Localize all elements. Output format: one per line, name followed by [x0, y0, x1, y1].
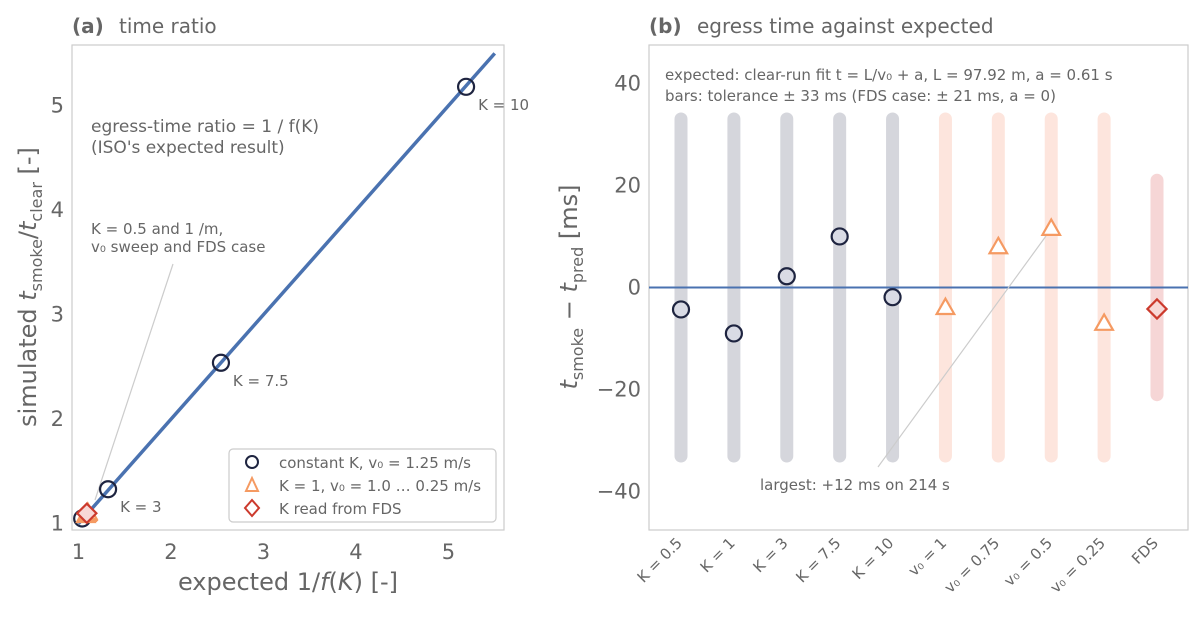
panel-a-point-diamond: [75, 502, 98, 525]
panel-b-y-tick-label: −40: [597, 480, 641, 504]
panel-a-y-ticks: 1 2 3 4 5: [51, 94, 64, 536]
panel-b-y-tick-label: 20: [614, 173, 641, 197]
panel-b-fit-note: expected: clear-run fit t = L/v₀ + a, L …: [665, 66, 1113, 84]
panel-a-line-note-2: (ISO's expected result): [91, 138, 285, 158]
panel-a-x-ticks: 1 2 3 4 5: [72, 540, 455, 564]
panel-a-point-label: K = 7.5: [233, 372, 289, 390]
legend-entry-v0-sweep: K = 1, v₀ = 1.0 … 0.25 m/s: [279, 477, 481, 495]
panel-a-y-tick-label: 4: [51, 198, 64, 222]
panel-a-title: time ratio: [119, 14, 217, 38]
panel-b-category-label: K = 10: [849, 534, 898, 583]
legend-triangle-icon: [244, 475, 260, 492]
panel-a-line-note-1: egress-time ratio = 1 / f(K): [91, 117, 319, 137]
panel-a-point-circle: [211, 353, 231, 372]
panel-b-largest-pointer: [877, 235, 1047, 468]
panel-b-category-label: v₀ = 0.75: [941, 534, 1004, 597]
panel-a-x-tick-label: 5: [442, 540, 455, 564]
panel-b-point-circle: [777, 267, 796, 286]
legend-box: [228, 448, 497, 523]
panel-a-point-label: K = 3: [120, 498, 161, 516]
panel-a-point-circle: [98, 480, 118, 499]
panel-b-label: (b): [649, 14, 682, 38]
panel-b-point-triangle: [934, 296, 957, 316]
panel-a-y-tick-label: 5: [51, 94, 64, 118]
panel-a-cluster-pointer: [94, 263, 174, 501]
panel-b-point-circle: [830, 227, 849, 246]
panel-a-x-tick-label: 1: [72, 540, 85, 564]
panel-a: (a) time ratio 1 2 3 4 5 1 2 3 4 5 egress-time r…: [14, 14, 529, 596]
panel-a-expected-line: [77, 52, 497, 525]
panel-b-category-label: K = 1: [697, 534, 739, 576]
panel-b-y-tick-label: 0: [628, 276, 641, 300]
panel-b-title: egress time against expected: [697, 14, 994, 38]
panel-a-point-circle: [456, 77, 476, 96]
panel-b-point-triangle: [1093, 312, 1115, 331]
panel-b-point-circle: [671, 300, 691, 319]
panel-a-y-axis-title: simulated tsmoke/tclear [-]: [14, 147, 46, 427]
panel-b-point-circle: [724, 324, 743, 343]
panel-a-x-axis-title: expected 1/f(K) [-]: [178, 568, 398, 596]
panel-b-point-triangle: [987, 235, 1010, 255]
panel-b-category-label: K = 7.5: [792, 534, 844, 586]
panel-b-point-diamond: [1145, 297, 1169, 321]
panel-b-y-tick-label: 40: [614, 71, 641, 95]
legend-diamond-icon: [243, 498, 261, 518]
panel-a-label: (a): [72, 14, 104, 38]
panel-b-largest-note: largest: +12 ms on 214 s: [760, 476, 950, 494]
panel-b-category-label: v₀ = 0.25: [1046, 534, 1109, 597]
legend-entry-fds: K read from FDS: [279, 500, 402, 518]
panel-a-legend: constant K, v₀ = 1.25 m/s K = 1, v₀ = 1.…: [228, 448, 497, 523]
legend-circle-icon: [245, 455, 259, 469]
panel-b-point-circle: [883, 288, 902, 307]
panel-b-y-ticks: −40 −20 0 20 40: [597, 71, 641, 503]
panel-a-points: K = 3 K = 7.5 K = 10: [73, 77, 529, 528]
panel-a-cluster-note-1: K = 0.5 and 1 /m,: [91, 220, 223, 238]
panel-a-plot-frame: [71, 44, 505, 531]
panel-b-bars-note: bars: tolerance ± 33 ms (FDS case: ± 21 …: [665, 87, 1056, 105]
panel-b-y-axis-title: tsmoke − tpred [ms]: [555, 184, 587, 389]
panel-a-y-tick-label: 3: [51, 303, 64, 327]
legend-entry-constant-k: constant K, v₀ = 1.25 m/s: [279, 454, 471, 472]
panel-b-category-label: v₀ = 1: [905, 534, 951, 580]
panel-a-point-label: K = 10: [478, 96, 529, 114]
panel-a-y-tick-label: 2: [51, 407, 64, 431]
panel-b-category-label: FDS: [1128, 534, 1162, 568]
panel-b: (b) egress time against expected −40 −20 0…: [555, 14, 1189, 597]
panel-b-points: [671, 217, 1169, 343]
panel-a-cluster-note-2: v₀ sweep and FDS case: [91, 238, 265, 256]
panel-b-point-triangle: [1040, 217, 1062, 236]
panel-a-x-tick-label: 3: [257, 540, 270, 564]
panel-b-category-label: K = 0.5: [634, 534, 686, 586]
panel-a-y-tick-label: 1: [51, 512, 64, 536]
panel-a-x-tick-label: 2: [164, 540, 177, 564]
panel-a-x-tick-label: 4: [349, 540, 362, 564]
panel-b-y-tick-label: −20: [597, 378, 641, 402]
panel-b-category-label: K = 3: [750, 534, 792, 576]
